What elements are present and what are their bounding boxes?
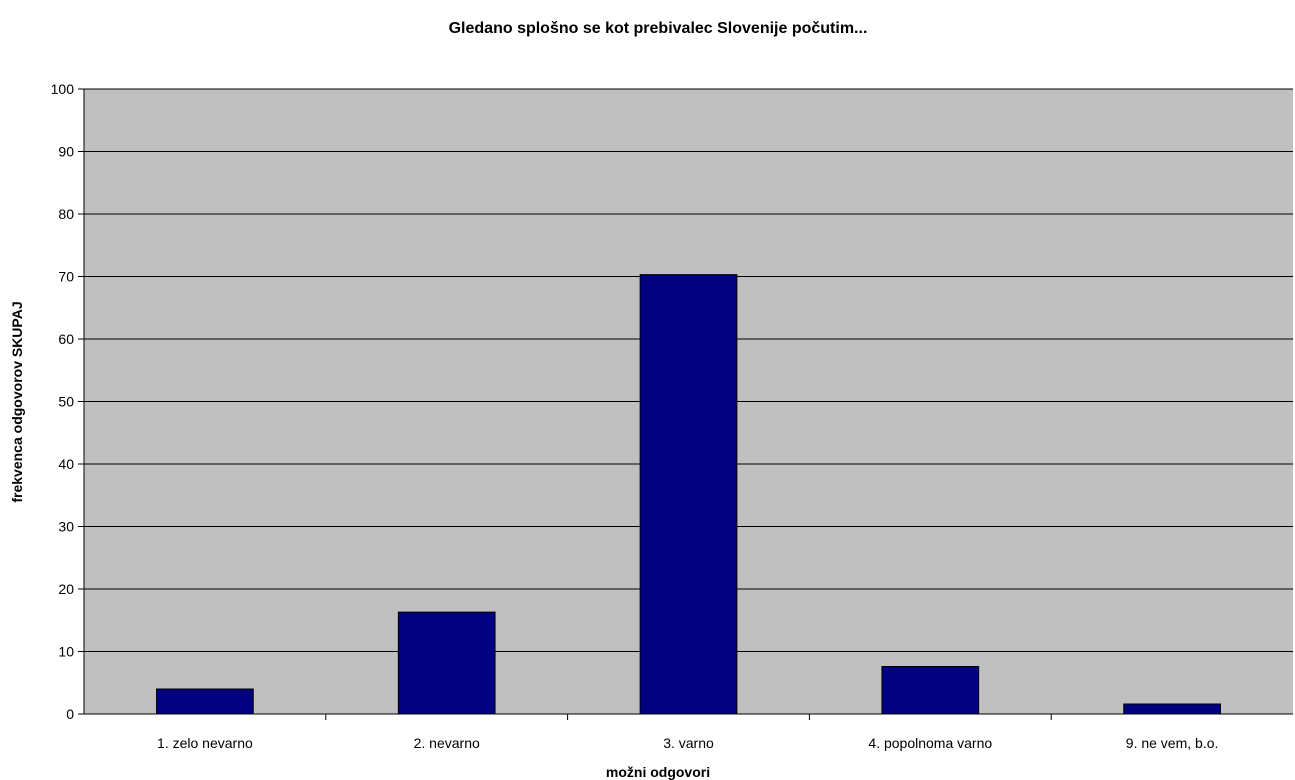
y-tick-label: 90 <box>58 144 74 160</box>
y-tick-label: 70 <box>58 269 74 285</box>
y-tick-label: 100 <box>51 81 75 97</box>
x-tick-label: 3. varno <box>663 735 714 751</box>
y-tick-label: 0 <box>66 706 74 722</box>
bar <box>156 688 254 715</box>
bar <box>1123 703 1221 715</box>
y-tick-label: 50 <box>58 394 74 410</box>
axes <box>78 88 1293 720</box>
y-tick-label: 10 <box>58 644 74 660</box>
bar <box>397 611 496 715</box>
x-tick-label: 9. ne vem, b.o. <box>1126 735 1219 751</box>
y-tick-label: 60 <box>58 331 74 347</box>
x-tick-labels: 1. zelo nevarno 2. nevarno 3. varno 4. popo… <box>157 735 1218 751</box>
chart-title: Gledano splošno se kot prebivalec Sloven… <box>449 20 868 37</box>
x-axis-title: možni odgovori <box>606 764 710 780</box>
y-axis-title: frekvenca odgovorov SKUPAJ <box>9 301 25 502</box>
x-tick-label: 4. popolnoma varno <box>868 735 992 751</box>
bar <box>881 666 980 715</box>
y-tick-label: 40 <box>58 456 74 472</box>
bar <box>639 274 738 715</box>
y-tick-label: 80 <box>58 206 74 222</box>
bars <box>156 274 1221 715</box>
y-tick-labels: 0 10 20 30 40 50 60 70 80 90 100 <box>51 81 75 722</box>
x-tick-label: 2. nevarno <box>414 735 480 751</box>
y-tick-label: 20 <box>58 581 74 597</box>
x-tick-label: 1. zelo nevarno <box>157 735 253 751</box>
y-tick-label: 30 <box>58 519 74 535</box>
